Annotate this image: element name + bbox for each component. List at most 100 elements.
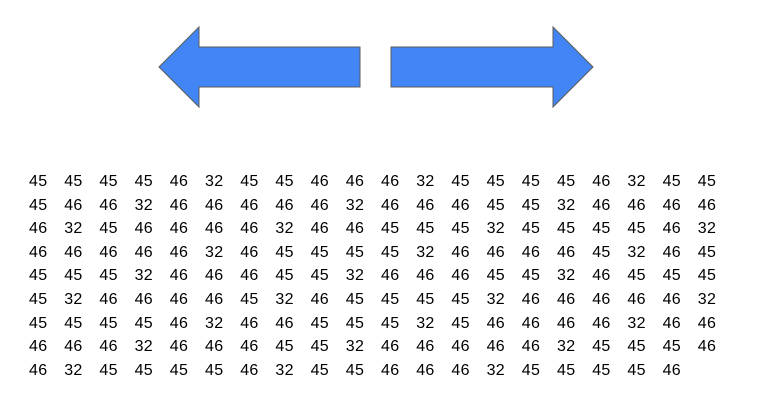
grid-cell: 46 [134,243,153,261]
grid-cell: 45 [381,314,400,332]
grid-cell: 45 [99,361,118,379]
grid-cell: 46 [345,220,365,238]
grid-cell: 45 [521,361,541,379]
grid-cell: 45 [275,338,294,356]
grid-cell: 45 [310,338,329,356]
grid-cell: 46 [416,267,435,285]
grid-cell: 32 [697,290,717,308]
grid-cell: 46 [592,173,611,190]
grid-cell: 32 [486,361,505,379]
grid-cell: 45 [697,267,717,285]
grid-cell: 45 [381,220,400,238]
grid-cell: 45 [29,196,48,214]
number-grid: 45 45 45 45 46 32 45 45 46 46 46 32 45 45 45 45 46 32 45 45… [29,172,749,384]
grid-cell: 46 [240,338,259,356]
grid-cell: 46 [205,338,224,356]
grid-row: 45 46 46 32 46 46 46 46 46 32 46 46 46 45 45 32 46 46 46 46 [29,196,749,220]
grid-cell: 46 [169,314,189,332]
grid-row: 45 45 45 32 46 46 46 45 45 32 46 46 46 45 45 32 46 45 45 45 [29,266,749,290]
grid-cell: 32 [416,173,435,190]
grid-cell: 45 [627,361,646,379]
grid-cell: 32 [64,220,83,238]
grid-cell: 32 [275,361,294,379]
grid-row: 46 32 45 46 46 46 46 32 46 46 45 45 45 32 45 45 45 45 46 32 [29,219,749,243]
grid-cell: 45 [486,196,505,214]
grid-cell: 46 [99,290,118,308]
grid-cell: 32 [697,220,717,238]
grid-cell: 45 [521,267,541,285]
grid-cell: 45 [486,173,505,190]
grid-cell: 32 [345,196,365,214]
grid-row: 45 32 46 46 46 46 45 32 46 45 45 45 45 32 46 46 46 46 46 32 [29,290,749,314]
grid-cell: 45 [29,173,48,190]
grid-cell: 46 [345,173,365,190]
grid-cell: 45 [99,173,118,190]
grid-cell: 46 [310,173,329,190]
grid-cell: 45 [557,173,576,190]
grid-cell: 46 [381,267,400,285]
grid-cell: 46 [99,338,118,356]
grid-cell: 45 [557,220,576,238]
grid-cell: 45 [451,290,470,308]
grid-cell: 45 [451,314,470,332]
grid-cell: 32 [345,267,365,285]
grid-cell: 45 [381,290,400,308]
grid-cell: 46 [451,196,470,214]
grid-cell: 46 [381,361,400,379]
grid-cell: 46 [275,314,294,332]
grid-cell: 46 [451,361,470,379]
grid-cell: 46 [662,243,681,261]
grid-cell: 46 [451,338,470,356]
grid-row: 46 46 46 46 46 32 46 45 45 45 45 32 46 46 46 46 45 32 46 45 [29,243,749,267]
grid-cell: 46 [592,196,611,214]
grid-cell: 45 [662,173,681,190]
grid-cell: 46 [64,196,83,214]
grid-cell: 46 [381,173,400,190]
grid-cell: 45 [134,314,153,332]
grid-cell: 46 [521,314,541,332]
grid-cell: 46 [169,173,189,190]
grid-cell: 46 [662,220,681,238]
grid-cell: 46 [169,338,189,356]
grid-cell: 46 [697,314,717,332]
grid-cell: 46 [662,314,681,332]
grid-cell: 46 [521,243,541,261]
grid-cell: 45 [275,267,294,285]
grid-cell: 46 [557,290,576,308]
grid-cell: 45 [99,267,118,285]
grid-cell: 32 [275,220,294,238]
grid-cell: 46 [451,267,470,285]
grid-cell: 46 [99,243,118,261]
grid-cell: 45 [451,220,470,238]
grid-row: 45 45 45 45 46 32 46 46 45 45 45 32 45 46 46 46 46 32 46 46 [29,314,749,338]
grid-cell: 46 [240,196,259,214]
grid-cell: 45 [310,267,329,285]
grid-cell: 32 [205,243,224,261]
grid-cell: 32 [627,314,646,332]
grid-cell: 45 [662,267,681,285]
grid-cell: 45 [169,361,189,379]
grid-cell: 45 [345,243,365,261]
grid-cell: 45 [64,314,83,332]
grid-cell: 45 [697,173,717,190]
grid-cell: 46 [557,243,576,261]
grid-cell: 45 [345,361,365,379]
arrow-canvas [158,25,594,109]
grid-cell: 46 [29,338,48,356]
grid-cell: 45 [592,361,611,379]
grid-cell: 46 [64,338,83,356]
grid-cell: 32 [557,196,576,214]
grid-cell: 45 [557,361,576,379]
grid-cell: 32 [416,243,435,261]
grid-cell: 45 [310,314,329,332]
grid-cell: 45 [345,314,365,332]
grid-cell: 46 [521,338,541,356]
grid-cell: 32 [205,173,224,190]
grid-cell: 32 [205,314,224,332]
grid-cell: 45 [451,173,470,190]
grid-cell: 46 [169,267,189,285]
grid-cell: 46 [627,196,646,214]
grid-cell: 46 [275,196,294,214]
grid-cell: 46 [486,243,505,261]
grid-cell: 45 [521,173,541,190]
